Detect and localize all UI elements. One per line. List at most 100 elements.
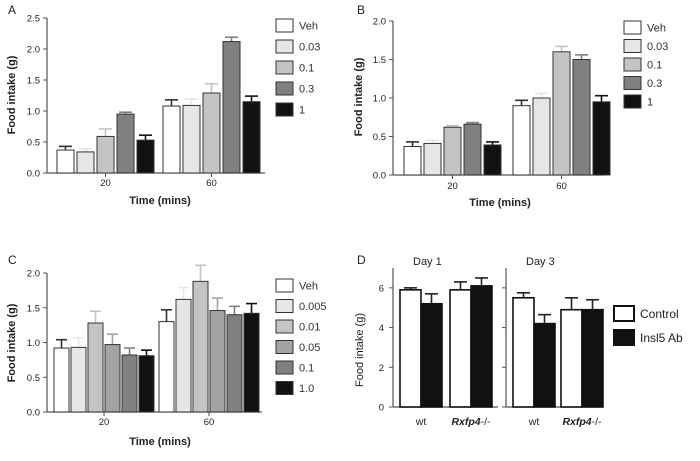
bar [53, 347, 70, 413]
legend-label: Veh [299, 21, 318, 33]
legend-swatch [623, 39, 642, 53]
legend-swatch [275, 278, 294, 293]
bar [552, 51, 571, 176]
x-tick-label: 20 [99, 417, 110, 428]
bar [532, 97, 551, 176]
y-tick-label: 2.0 [27, 269, 40, 280]
legend-swatch [275, 381, 294, 395]
y-tick-label: 1.0 [27, 338, 40, 349]
legend: Control Insl5 Ab [613, 305, 683, 346]
bar [192, 280, 209, 413]
legend-swatch [275, 360, 294, 375]
bar [581, 308, 604, 408]
bar [70, 346, 87, 413]
bar [116, 113, 135, 174]
bar [202, 92, 221, 174]
bar [592, 101, 611, 176]
y-axis-title: Food intake (g) [6, 303, 18, 382]
legend-swatch [623, 20, 642, 35]
panel-label: A [8, 3, 16, 17]
bar [463, 123, 482, 176]
bar [162, 105, 181, 174]
panel-label: C [8, 253, 17, 267]
y-tick-label: 0.5 [27, 373, 40, 384]
bar [158, 321, 175, 413]
legend-swatch [275, 299, 294, 313]
group-label: Day 1 [413, 256, 442, 268]
x-tick-label: 60 [204, 417, 215, 428]
bar [104, 344, 121, 413]
category-base: wt [528, 416, 540, 428]
y-tick-label: 0.0 [373, 171, 386, 182]
legend-label: Insl5 Ab [640, 331, 683, 345]
legend-label: 1 [647, 97, 653, 109]
legend-label: 0.1 [299, 363, 314, 375]
x-tick-label: wt [415, 416, 427, 428]
bar [226, 314, 243, 413]
bar [443, 126, 462, 176]
bar [423, 142, 442, 176]
legend-label: Control [640, 307, 679, 321]
bar [136, 139, 155, 174]
y-tick-label: 0.5 [27, 138, 40, 149]
bar [470, 285, 493, 408]
category-base: Rxfp4 [451, 416, 480, 428]
x-axis-title: Time (mins) [469, 197, 531, 209]
legend-label: 0.03 [299, 42, 320, 54]
legend-swatch [275, 102, 294, 117]
legend-label: 0.005 [299, 301, 327, 313]
bar [182, 104, 201, 174]
y-tick-label: 1.5 [27, 76, 40, 87]
legend-label: 0.03 [647, 41, 668, 53]
y-tick-label: 0.0 [27, 169, 40, 180]
y-axis-title: Food intake (g) [6, 55, 18, 134]
legend-swatch [613, 329, 635, 346]
legend-swatch [623, 57, 642, 72]
bar [403, 146, 422, 176]
bar [420, 302, 443, 408]
bar [242, 101, 261, 174]
y-tick-label: 2.0 [27, 45, 40, 56]
group-label: Day 3 [526, 256, 555, 268]
category-base: wt [415, 416, 427, 428]
bar [243, 312, 260, 413]
y-tick-label: 2 [379, 363, 384, 374]
legend-swatch [275, 18, 294, 33]
legend: Veh 0.005 0.01 0.05 0.1 1.0 [275, 278, 327, 395]
y-tick-label: 0.5 [373, 132, 386, 143]
bar [449, 289, 472, 408]
x-tick-label: 60 [206, 178, 217, 189]
bar [209, 310, 226, 413]
panel-c: C 0.0 0.5 1.0 1.5 2.0 Food intake (g) 20 60 Time … [6, 253, 327, 448]
x-tick-label: wt [528, 416, 540, 428]
bar [560, 308, 583, 408]
legend-label: 0.05 [299, 342, 320, 354]
bar [483, 144, 502, 176]
legend-swatch [623, 76, 642, 90]
bar [572, 59, 591, 176]
bar [76, 151, 95, 174]
legend-swatch [613, 305, 635, 322]
panel-label: B [357, 3, 365, 17]
y-tick-label: 1.5 [27, 303, 40, 314]
y-tick-label: 1.5 [373, 55, 386, 66]
category-suffix: -/- [481, 416, 491, 428]
bar [399, 289, 422, 408]
legend-label: 0.01 [299, 322, 320, 334]
x-tick-label: 60 [556, 181, 567, 192]
bar [512, 105, 531, 176]
legend-swatch [275, 319, 294, 334]
bar [56, 149, 75, 174]
legend-label: 0.1 [647, 60, 662, 72]
legend-swatch [623, 94, 642, 109]
bar [96, 135, 115, 174]
legend: Veh 0.03 0.1 0.3 1 [623, 20, 668, 109]
bar [533, 322, 556, 408]
legend: Veh 0.03 0.1 0.3 1 [275, 18, 320, 117]
x-tick-label: Rxfp4-/- [562, 416, 602, 428]
bar [138, 355, 155, 413]
legend-label: Veh [647, 23, 666, 35]
